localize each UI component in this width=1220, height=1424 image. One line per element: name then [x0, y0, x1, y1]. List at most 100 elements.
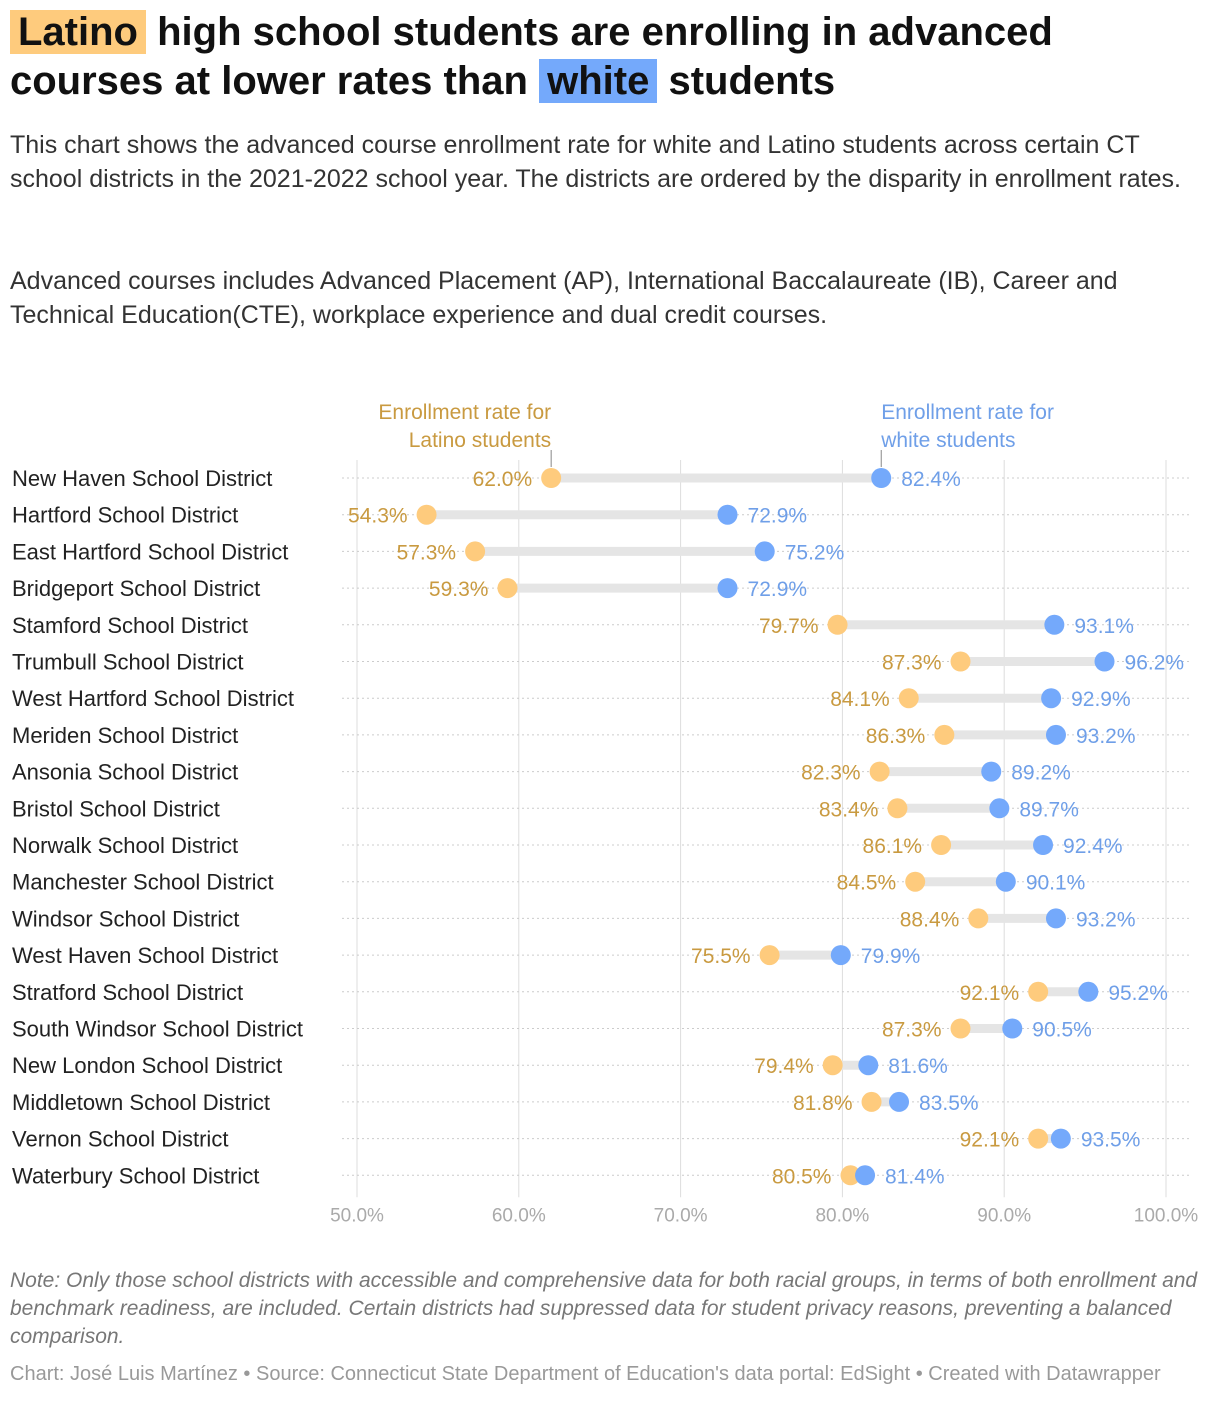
value-label-latino: 59.3% — [429, 578, 489, 601]
legend-label-latino: Latino students — [409, 429, 551, 452]
dot-white — [995, 871, 1016, 892]
dot-latino — [950, 1018, 971, 1039]
legend-label-latino: Enrollment rate for — [378, 401, 551, 424]
dot-white — [1041, 688, 1062, 709]
dot-latino — [898, 688, 919, 709]
value-label-latino: 86.3% — [866, 725, 926, 748]
row-label: Meriden School District — [12, 723, 238, 748]
title-highlight-white: white — [539, 59, 658, 103]
chart-description-1: This chart shows the advanced course enr… — [10, 131, 1181, 193]
row-label: Waterbury School District — [12, 1163, 259, 1188]
dot-latino — [861, 1091, 882, 1112]
value-label-latino: 82.3% — [801, 762, 861, 785]
row-label: Hartford School District — [12, 503, 238, 528]
row-label: West Hartford School District — [12, 686, 294, 711]
value-label-white: 92.9% — [1071, 688, 1131, 711]
row-label: Stamford School District — [12, 613, 248, 638]
value-label-white: 93.2% — [1076, 908, 1136, 931]
dot-latino — [497, 578, 518, 599]
row-label: West Haven School District — [12, 943, 278, 968]
value-label-white: 82.4% — [901, 468, 961, 491]
value-label-latino: 92.1% — [960, 1129, 1020, 1152]
dot-latino — [822, 1055, 843, 1076]
legend-label-white: Enrollment rate for — [881, 401, 1054, 424]
dot-white — [1033, 835, 1054, 855]
dot-white — [717, 504, 738, 525]
value-label-latino: 86.1% — [863, 835, 923, 858]
x-tick-label: 70.0% — [654, 1205, 708, 1226]
value-label-white: 96.2% — [1125, 652, 1185, 675]
value-label-latino: 80.5% — [772, 1165, 832, 1188]
row-label: Bridgeport School District — [12, 576, 260, 601]
row-label: East Hartford School District — [12, 539, 288, 564]
value-label-latino: 83.4% — [819, 798, 879, 821]
chart-description-2: Advanced courses includes Advanced Place… — [10, 267, 1118, 329]
value-label-latino: 88.4% — [900, 908, 960, 931]
dot-latino — [887, 798, 908, 819]
value-label-white: 90.5% — [1032, 1019, 1092, 1042]
dot-white — [754, 541, 775, 562]
x-tick-label: 50.0% — [330, 1205, 384, 1226]
dot-latino — [905, 871, 926, 892]
value-label-latino: 79.4% — [754, 1055, 814, 1078]
value-label-latino: 79.7% — [759, 615, 819, 638]
value-label-white: 81.6% — [888, 1055, 948, 1078]
dot-white — [871, 468, 892, 488]
legend-label-white: white students — [880, 429, 1015, 452]
dot-white — [1045, 908, 1066, 929]
row-label: New London School District — [12, 1053, 282, 1078]
title-highlight-latino: Latino — [10, 10, 146, 54]
title-text-1: high school students are enrolling in ad… — [10, 10, 1053, 103]
row-label: Trumbull School District — [12, 650, 243, 675]
value-label-latino: 75.5% — [691, 945, 751, 968]
dot-latino — [1028, 1128, 1049, 1149]
dot-white — [1078, 981, 1099, 1002]
row-label: Middletown School District — [12, 1090, 270, 1115]
value-label-latino: 92.1% — [960, 982, 1020, 1005]
dot-latino — [465, 541, 486, 562]
dot-white — [1050, 1128, 1071, 1149]
value-label-latino: 54.3% — [348, 505, 408, 528]
row-label: Ansonia School District — [12, 760, 238, 785]
dot-latino — [541, 468, 562, 488]
dot-latino — [931, 835, 952, 855]
value-label-white: 72.9% — [748, 505, 808, 528]
dot-latino — [950, 651, 971, 672]
value-label-white: 89.2% — [1011, 762, 1071, 785]
chart-credit: Chart: José Luis Martínez • Source: Conn… — [10, 1363, 1161, 1385]
value-label-latino: 84.5% — [837, 872, 897, 895]
dot-white — [989, 798, 1010, 819]
value-label-white: 83.5% — [919, 1092, 979, 1115]
value-label-white: 72.9% — [748, 578, 808, 601]
value-label-latino: 87.3% — [882, 652, 942, 675]
value-label-white: 95.2% — [1108, 982, 1168, 1005]
value-label-latino: 62.0% — [473, 468, 533, 491]
value-label-latino: 84.1% — [830, 688, 890, 711]
row-label: South Windsor School District — [12, 1017, 303, 1042]
dot-latino — [968, 908, 989, 929]
dot-white — [830, 945, 851, 966]
value-label-white: 75.2% — [785, 541, 845, 564]
value-label-latino: 81.8% — [793, 1092, 853, 1115]
value-label-white: 81.4% — [885, 1165, 945, 1188]
value-label-white: 93.5% — [1081, 1129, 1141, 1152]
row-label: Manchester School District — [12, 870, 274, 895]
dot-range-chart: 50.0% 60.0% 70.0% 80.0% 90.0% 100.0% Enrollmen… — [12, 401, 1198, 1226]
dot-latino — [840, 1165, 861, 1186]
row-label: Windsor School District — [12, 906, 239, 931]
value-label-white: 79.9% — [861, 945, 921, 968]
chart-note: Note: Only those school districts with a… — [10, 1269, 1198, 1348]
dot-white — [1002, 1018, 1023, 1039]
dot-white — [981, 761, 1002, 782]
dot-white — [1045, 724, 1066, 745]
value-label-white: 93.1% — [1074, 615, 1134, 638]
dot-white — [1044, 614, 1065, 635]
dot-white — [1094, 651, 1115, 672]
dot-latino — [934, 724, 955, 745]
dot-white — [858, 1055, 879, 1076]
row-label: Stratford School District — [12, 980, 243, 1005]
value-label-latino: 87.3% — [882, 1019, 942, 1042]
dot-latino — [416, 504, 437, 525]
dot-white — [717, 578, 738, 599]
value-label-white: 89.7% — [1019, 798, 1079, 821]
